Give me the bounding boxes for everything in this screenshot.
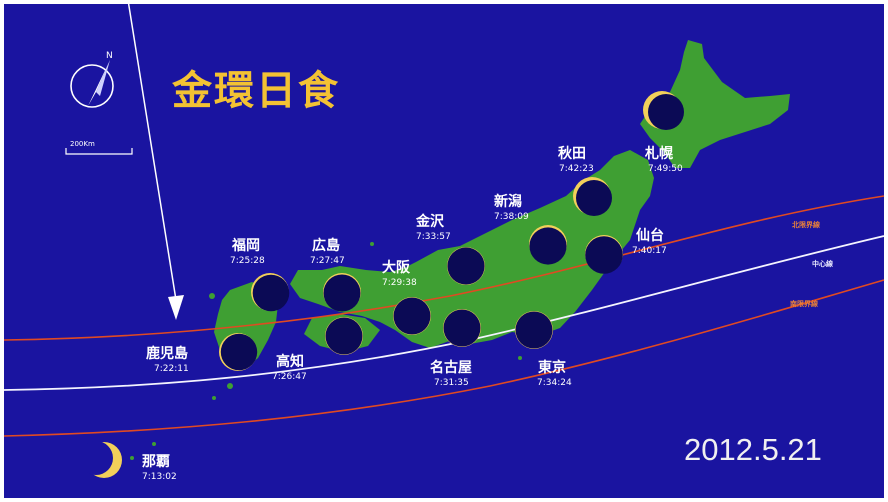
land-islet — [227, 383, 233, 389]
svg-text:東京: 東京 — [538, 359, 566, 376]
svg-text:新潟: 新潟 — [494, 193, 522, 210]
svg-text:7:33:57: 7:33:57 — [416, 232, 451, 242]
scale-bar: 200Km — [65, 140, 133, 155]
city-label-kanazawa: 金沢 7:33:57 — [415, 213, 451, 242]
city-label-hiroshima: 広島 7:27:47 — [310, 237, 345, 266]
arrow-head-icon — [168, 295, 184, 320]
eclipse-disk-kagoshima — [219, 333, 258, 371]
city-label-akita: 秋田 7:42:23 — [558, 145, 594, 174]
svg-text:7:34:24: 7:34:24 — [537, 378, 572, 388]
svg-text:名古屋: 名古屋 — [430, 359, 472, 376]
svg-text:7:13:02: 7:13:02 — [142, 472, 177, 482]
annotation-arrow — [127, 0, 184, 320]
city-label-sapporo: 札幌 7:49:50 — [644, 145, 683, 174]
eclipse-disk-kochi — [325, 317, 363, 355]
scale-label: 200Km — [70, 140, 95, 148]
city-label-kochi: 高知 7:26:47 — [272, 353, 307, 382]
eclipse-disk-osaka — [393, 297, 431, 335]
city-label-tokyo: 東京 7:34:24 — [537, 359, 572, 388]
svg-text:鹿児島: 鹿児島 — [145, 345, 188, 362]
svg-text:那覇: 那覇 — [142, 453, 170, 470]
city-label-osaka: 大阪 7:29:38 — [382, 259, 417, 288]
eclipse-disk-tokyo — [515, 311, 553, 349]
svg-text:7:27:47: 7:27:47 — [310, 256, 345, 266]
land-hokkaido — [640, 40, 790, 168]
svg-text:7:38:09: 7:38:09 — [494, 212, 529, 222]
center-line-label: 中心線 — [812, 259, 833, 268]
eclipse-disk-fukuoka — [251, 273, 290, 312]
land-islet — [130, 456, 134, 460]
eclipse-disk-kanazawa — [447, 247, 485, 285]
svg-text:大阪: 大阪 — [382, 259, 411, 276]
eclipse-disk-sendai — [585, 235, 623, 274]
city-label-kagoshima: 鹿児島 7:22:11 — [145, 345, 189, 374]
eclipse-disk-nagoya — [443, 309, 481, 347]
date-label: 2012.5.21 — [684, 432, 822, 467]
compass-north-icon: N — [70, 51, 114, 108]
eclipse-disk-naha — [79, 441, 122, 478]
land-islet — [152, 442, 156, 446]
land-islet — [209, 293, 215, 299]
city-label-niigata: 新潟 7:38:09 — [494, 193, 529, 222]
eclipse-disk-sapporo — [643, 91, 684, 130]
svg-text:仙台: 仙台 — [636, 227, 664, 244]
land-islet — [212, 396, 216, 400]
land-islet — [370, 242, 374, 246]
svg-text:金沢: 金沢 — [415, 213, 445, 230]
svg-text:秋田: 秋田 — [558, 145, 586, 162]
north-limit-line — [3, 195, 885, 341]
svg-text:7:49:50: 7:49:50 — [648, 164, 683, 174]
eclipse-disks — [79, 91, 684, 478]
svg-text:7:31:35: 7:31:35 — [434, 378, 469, 388]
city-labels: 札幌 7:49:50 秋田 7:42:23 新潟 7:38:09 仙台 7:40… — [142, 145, 683, 482]
land-islet — [518, 356, 522, 360]
eclipse-disk-niigata — [529, 225, 567, 265]
svg-text:7:22:11: 7:22:11 — [154, 364, 189, 374]
svg-text:7:29:38: 7:29:38 — [382, 278, 417, 288]
south-limit-label: 南限界線 — [790, 299, 818, 308]
north-limit-label: 北限界線 — [792, 220, 820, 229]
map-title: 金環日食 — [171, 68, 340, 114]
compass-north-label: N — [106, 51, 113, 61]
svg-text:7:25:28: 7:25:28 — [230, 256, 265, 266]
svg-text:7:42:23: 7:42:23 — [559, 164, 594, 174]
city-label-naha: 那覇 7:13:02 — [142, 453, 177, 482]
city-label-nagoya: 名古屋 7:31:35 — [430, 359, 472, 388]
svg-text:札幌: 札幌 — [644, 145, 673, 162]
eclipse-disk-akita — [573, 177, 612, 216]
city-label-fukuoka: 福岡 7:25:28 — [230, 237, 265, 266]
svg-text:福岡: 福岡 — [231, 237, 260, 254]
south-limit-line — [3, 279, 885, 437]
svg-text:7:40:17: 7:40:17 — [632, 246, 667, 256]
city-label-sendai: 仙台 7:40:17 — [632, 227, 667, 256]
svg-text:広島: 広島 — [312, 237, 340, 254]
eclipse-disk-hiroshima — [323, 273, 361, 312]
svg-text:7:26:47: 7:26:47 — [272, 372, 307, 382]
svg-text:高知: 高知 — [276, 353, 304, 370]
